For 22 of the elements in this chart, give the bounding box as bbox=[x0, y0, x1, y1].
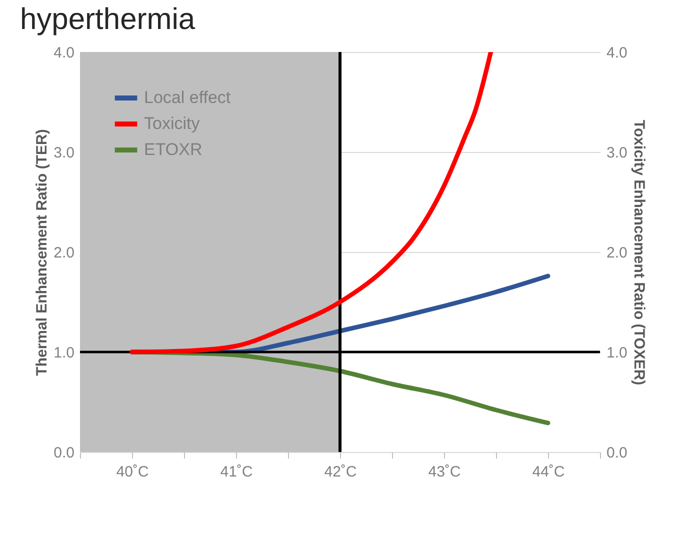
y2-tick-label: 0.0 bbox=[606, 444, 628, 462]
y-tick-label: 0.0 bbox=[54, 444, 74, 462]
y2-tick-label: 3.0 bbox=[606, 144, 628, 162]
line-series bbox=[130, 52, 494, 354]
x-tick-label: 41˚C bbox=[220, 464, 253, 480]
y-tick-label: 1.0 bbox=[54, 344, 74, 362]
x-tick-label: 40˚C bbox=[116, 464, 149, 480]
y-tick-label: 4.0 bbox=[54, 44, 74, 62]
chart-title: hyperthermia bbox=[20, 3, 196, 36]
y2-tick-label: 4.0 bbox=[606, 44, 628, 62]
x-tick-label: 43˚C bbox=[428, 464, 461, 480]
legend-label: Local effect bbox=[144, 88, 231, 107]
y-tick-label: 3.0 bbox=[54, 144, 74, 162]
y-tick-label: 2.0 bbox=[54, 244, 74, 262]
x-tick-label: 42˚C bbox=[324, 464, 357, 480]
y2-tick-label: 2.0 bbox=[606, 244, 628, 262]
y-axis-title: Thermal Enhancement Ratio (TER) bbox=[34, 129, 51, 376]
legend-label: Toxicity bbox=[144, 114, 200, 133]
x-tick-label: 44˚C bbox=[532, 464, 565, 480]
legend-label: ETOXR bbox=[144, 140, 202, 159]
y2-tick-label: 1.0 bbox=[606, 344, 628, 362]
y2-axis-title: Toxicity Enhancement Ratio (TOXER) bbox=[630, 120, 648, 386]
